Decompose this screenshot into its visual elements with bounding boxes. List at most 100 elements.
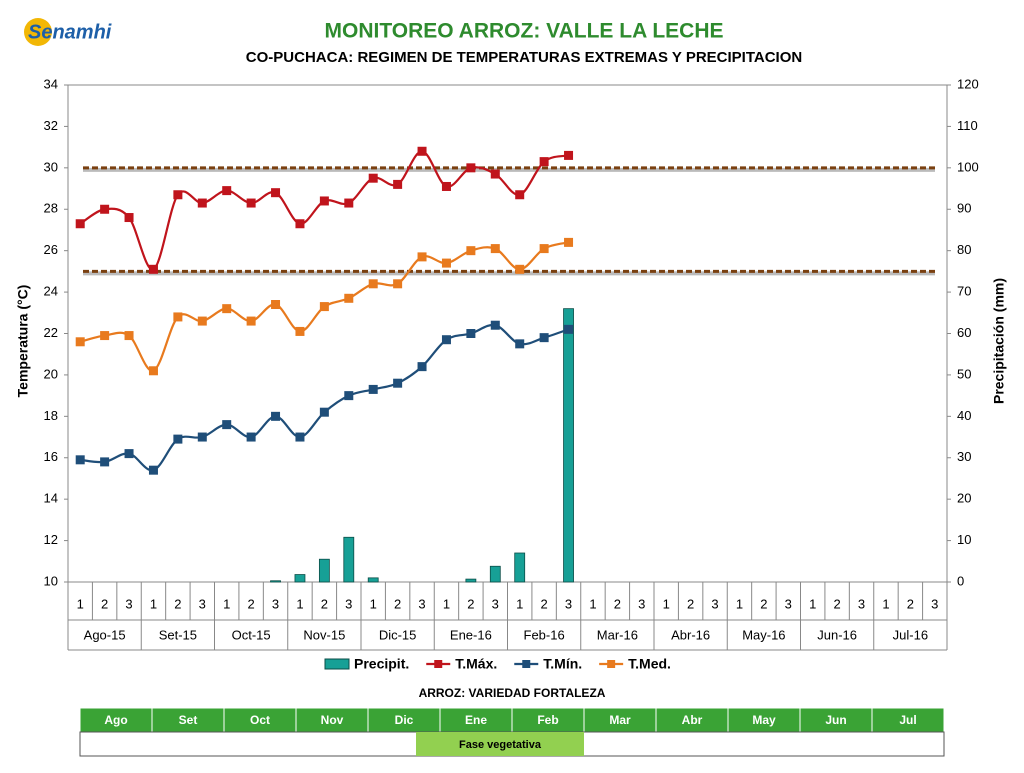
marker	[271, 188, 281, 198]
marker	[368, 173, 378, 183]
x-tick-label: 2	[467, 596, 474, 611]
month-cell-label: Feb	[537, 713, 558, 727]
y-tick-label: 24	[44, 284, 58, 299]
marker	[295, 326, 305, 336]
y2-tick-label: 110	[957, 118, 978, 133]
marker	[100, 331, 110, 341]
y2-tick-label: 10	[957, 532, 971, 547]
marker	[197, 198, 207, 208]
marker	[441, 181, 451, 191]
marker	[271, 411, 281, 421]
x-tick-label: 3	[418, 596, 425, 611]
marker	[515, 339, 525, 349]
marker	[173, 434, 183, 444]
legend-swatch	[434, 660, 443, 668]
x-tick-label: 3	[345, 596, 352, 611]
marker	[295, 432, 305, 442]
marker	[100, 204, 110, 214]
marker	[222, 420, 232, 430]
marker	[75, 337, 85, 347]
chart-title: MONITOREO ARROZ: VALLE LA LECHE	[325, 20, 724, 43]
x-tick-label: 1	[150, 596, 157, 611]
month-cell	[871, 707, 945, 733]
marker	[466, 329, 476, 338]
legend-swatch	[324, 658, 350, 670]
x-tick-label: 1	[370, 596, 377, 611]
month-label: Jul-16	[893, 627, 928, 642]
marker	[490, 320, 500, 330]
month-cell	[727, 707, 801, 733]
y-tick-label: 16	[44, 449, 58, 464]
month-label: Dic-15	[379, 627, 417, 642]
bar	[318, 558, 330, 583]
marker	[173, 312, 183, 322]
month-cell	[223, 707, 297, 733]
marker	[222, 304, 232, 314]
marker	[148, 465, 158, 475]
marker	[173, 190, 183, 200]
marker	[466, 246, 476, 256]
month-cell-label: Jul	[899, 713, 916, 727]
x-tick-label: 1	[516, 596, 523, 611]
x-tick-label: 2	[321, 596, 328, 611]
marker	[441, 335, 451, 345]
bar	[489, 565, 501, 583]
y-tick-label: 30	[44, 159, 58, 174]
x-tick-label: 3	[272, 596, 279, 611]
month-cell-label: Ene	[465, 713, 487, 727]
x-tick-label: 3	[785, 596, 792, 611]
marker	[148, 264, 158, 274]
x-tick-label: 2	[907, 596, 914, 611]
y-tick-label: 10	[44, 573, 58, 588]
marker	[539, 244, 549, 254]
series-line	[80, 323, 569, 472]
month-cell-label: Nov	[321, 713, 344, 727]
x-tick-label: 2	[101, 596, 108, 611]
x-tick-label: 2	[687, 596, 694, 611]
month-label: Ene-16	[450, 627, 492, 642]
marker	[319, 196, 329, 206]
legend-swatch	[607, 660, 616, 668]
x-tick-label: 3	[199, 596, 206, 611]
month-label: Oct-15	[232, 627, 271, 642]
x-tick-label: 3	[711, 596, 718, 611]
marker	[441, 258, 451, 268]
month-cell-label: Abr	[682, 713, 703, 727]
month-cell	[655, 707, 729, 733]
marker	[515, 190, 525, 200]
y2-tick-label: 80	[957, 242, 971, 257]
y2-tick-label: 100	[957, 159, 979, 174]
y-tick-label: 34	[44, 76, 58, 91]
y2-tick-label: 30	[957, 449, 971, 464]
y2-tick-label: 90	[957, 201, 971, 216]
x-tick-label: 2	[248, 596, 255, 611]
marker	[368, 279, 378, 289]
marker	[466, 163, 476, 173]
month-cell-label: Mar	[609, 713, 631, 727]
marker	[197, 432, 207, 442]
month-label: Jun-16	[817, 627, 857, 642]
marker	[490, 169, 500, 179]
month-cell-label: May	[752, 713, 776, 727]
marker	[197, 316, 207, 326]
y2-tick-label: 50	[957, 366, 971, 381]
x-tick-label: 3	[931, 596, 938, 611]
phase-cell	[416, 732, 584, 756]
bar	[563, 308, 574, 583]
marker	[222, 186, 232, 196]
marker	[319, 302, 329, 312]
marker	[344, 293, 354, 303]
marker	[417, 146, 427, 156]
marker	[539, 157, 549, 167]
bar	[465, 578, 477, 583]
bar	[294, 574, 306, 583]
marker	[246, 316, 256, 326]
y-tick-label: 18	[44, 408, 58, 423]
marker	[393, 179, 403, 189]
marker	[515, 264, 525, 274]
crop-table-title: ARROZ: VARIEDAD FORTALEZA	[419, 686, 606, 700]
logo-text: Senamhi	[28, 21, 112, 43]
x-tick-label: 1	[443, 596, 450, 611]
marker	[295, 219, 305, 229]
legend-label: Precipit.	[354, 656, 409, 672]
